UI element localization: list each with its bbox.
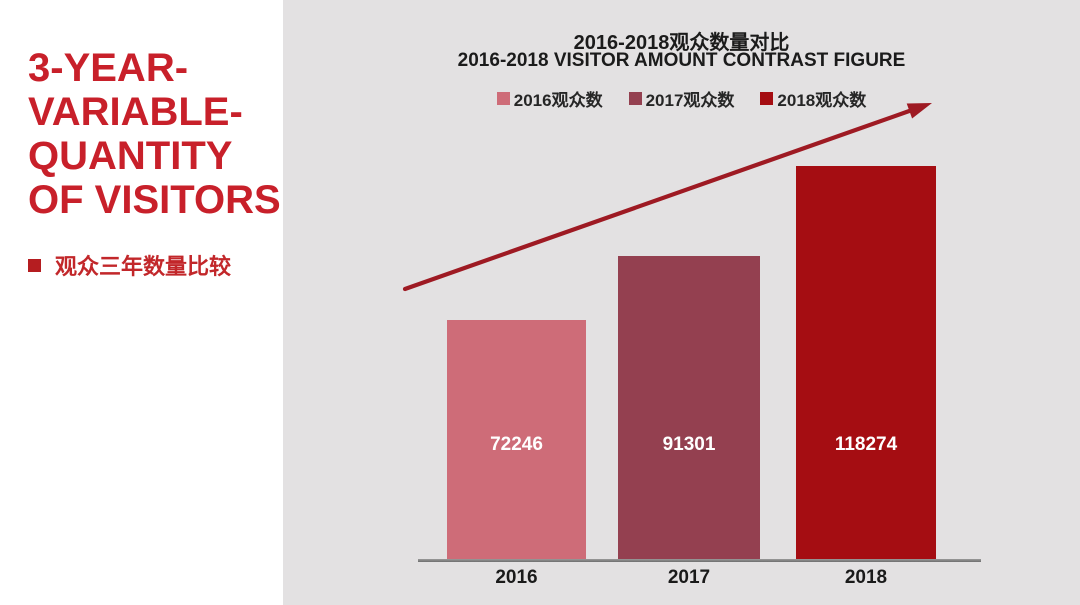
legend-swatch-2018-icon (760, 92, 774, 105)
x-tick-2017: 2017 (667, 567, 711, 588)
x-tick-2016: 2016 (495, 567, 538, 588)
legend-item-2017: 2017观众数 (628, 86, 735, 111)
chart-title-zh: 2016-2018观众数量对比 (573, 32, 790, 54)
bar-value-2016: 72246 (490, 434, 543, 455)
sidebar: 3-YEAR- VARIABLE- QUANTITY OF VISITORS 观… (0, 0, 283, 605)
bullet-square-icon (28, 258, 41, 272)
legend-label-2016: 2016观众数 (513, 91, 603, 110)
bar-value-2017: 91301 (662, 434, 716, 455)
bar-2016 (447, 320, 586, 561)
bar-2017 (618, 256, 760, 561)
chart-title-en: 2016-2018 VISITOR AMOUNT CONTRAST FIGURE (457, 50, 906, 71)
legend-item-2018: 2018观众数 (760, 86, 866, 111)
legend-swatch-2016-icon (496, 92, 510, 105)
legend-item-2016: 2016观众数 (496, 86, 603, 111)
slide-title: 3-YEAR- VARIABLE- QUANTITY OF VISITORS (28, 46, 281, 222)
chart-legend: 2016观众数 2017观众数 2018观众数 (283, 86, 1080, 111)
slide-subtitle-row: 观众三年数量比较 (28, 249, 231, 281)
bar-2018 (796, 166, 936, 561)
legend-swatch-2017-icon (628, 92, 642, 105)
chart-panel: 2016-2018观众数量对比 2016-2018 VISITOR AMOUNT… (283, 0, 1080, 605)
legend-label-2018: 2018观众数 (777, 91, 867, 110)
x-tick-2018: 2018 (844, 567, 888, 588)
slide-subtitle: 观众三年数量比较 (55, 254, 232, 279)
bar-value-2018: 118274 (834, 434, 898, 455)
legend-label-2017: 2017观众数 (645, 91, 735, 110)
x-axis-line (418, 559, 981, 562)
